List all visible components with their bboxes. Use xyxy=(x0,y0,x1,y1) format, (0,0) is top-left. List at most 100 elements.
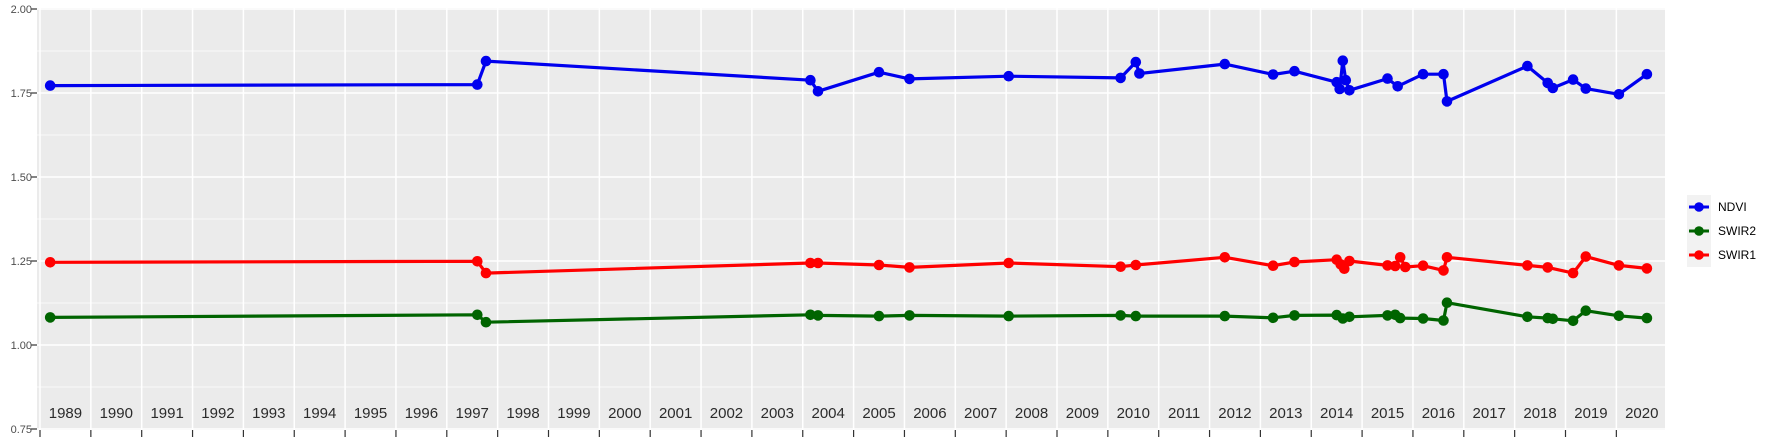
series-swir1-point xyxy=(1438,265,1449,276)
series-swir1-point xyxy=(472,255,483,267)
legend-label-swir2: SWIR2 xyxy=(1718,224,1757,238)
series-swir2-point xyxy=(1344,311,1355,323)
series-swir1-point xyxy=(1289,256,1300,268)
series-ndvi-point xyxy=(1417,68,1429,80)
series-swir2-point xyxy=(1394,312,1406,324)
y-axis-label: 1.25 xyxy=(11,256,32,268)
series-swir2-point xyxy=(805,309,816,321)
series-swir1-point xyxy=(1613,260,1625,271)
legend-label-ndvi: NDVI xyxy=(1718,200,1747,214)
series-swir2-point xyxy=(812,310,824,321)
series-swir1-point xyxy=(1003,257,1014,269)
x-axis-label: 2012 xyxy=(1218,405,1251,422)
x-axis-label: 2014 xyxy=(1320,405,1353,422)
series-swir2-point xyxy=(1267,312,1279,324)
x-axis-label: 2007 xyxy=(964,405,997,422)
y-axis-label: 1.75 xyxy=(11,88,32,100)
series-ndvi-point xyxy=(1134,68,1145,79)
series-swir2-point xyxy=(904,310,915,321)
series-swir1-point xyxy=(1267,260,1279,272)
series-swir2-point xyxy=(1441,297,1453,309)
series-swir2-point xyxy=(1115,310,1126,321)
legend-key-ndvi xyxy=(1687,195,1711,219)
series-swir1-point xyxy=(904,262,915,273)
series-ndvi-point xyxy=(1115,72,1126,84)
series-swir2-point xyxy=(1580,305,1592,317)
series-ndvi-point xyxy=(1289,65,1300,77)
series-swir1-point xyxy=(1130,259,1142,271)
x-axis-label: 1991 xyxy=(150,405,183,422)
series-ndvi-point xyxy=(805,74,816,86)
series-ndvi-point xyxy=(1130,56,1142,68)
series-swir1-point xyxy=(1567,267,1579,279)
series-swir1 xyxy=(44,251,1653,279)
series-ndvi xyxy=(44,55,1653,107)
series-swir2-point xyxy=(1003,310,1014,322)
x-axis-label: 2017 xyxy=(1473,405,1506,422)
x-axis-label: 2011 xyxy=(1168,405,1200,422)
series-swir1-point xyxy=(1441,251,1453,263)
x-axis-labels: 1989 1990 1991 1992 1993 1994 1995 1996 1997 1998… xyxy=(49,405,1659,422)
x-axis-label: 1999 xyxy=(557,405,590,422)
series-swir1-point xyxy=(1542,262,1553,273)
axis-ticks xyxy=(31,8,1617,437)
series-swir1-point xyxy=(480,267,492,279)
series-swir2-point xyxy=(1547,313,1559,325)
series-swir2-point xyxy=(1522,311,1533,323)
series-swir1-point xyxy=(812,257,824,269)
series-swir2-point xyxy=(1382,310,1393,321)
series-swir1-point xyxy=(873,259,885,271)
series-swir2-point xyxy=(44,312,56,323)
series-swir2-point xyxy=(873,310,885,322)
x-axis-label: 2015 xyxy=(1371,405,1404,422)
y-axis-label: 2.00 xyxy=(11,4,32,16)
series-swir1-point xyxy=(1344,255,1355,267)
legend-key-swir1 xyxy=(1687,243,1711,267)
legend-key-glyph-swir1 xyxy=(1689,250,1709,260)
series-swir2-point xyxy=(1567,315,1579,327)
x-axis-label: 1994 xyxy=(303,405,336,422)
x-axis-label: 2002 xyxy=(710,405,743,422)
series-swir2 xyxy=(44,297,1653,328)
series-swir2-point xyxy=(1613,310,1625,322)
x-axis-label: 2020 xyxy=(1625,405,1658,422)
x-axis-label: 2001 xyxy=(659,405,692,422)
series-swir2-point xyxy=(480,316,492,328)
series-ndvi-point xyxy=(1522,60,1533,72)
series-ndvi-point xyxy=(1547,82,1559,94)
x-axis-label: 2019 xyxy=(1574,405,1607,422)
y-axis-labels: 2.00 1.75 1.50 1.25 1.00 0.75 xyxy=(11,4,32,436)
series-ndvi-point xyxy=(1641,68,1653,80)
series-swir2-point xyxy=(1641,312,1653,324)
x-axis-label: 1992 xyxy=(201,405,234,422)
series-swir2-point xyxy=(1130,310,1142,322)
x-axis-label: 2013 xyxy=(1269,405,1302,422)
x-axis-label: 1997 xyxy=(456,405,489,422)
x-axis-label: 2009 xyxy=(1066,405,1099,422)
legend-key-point xyxy=(1694,202,1704,212)
series-ndvi-point xyxy=(1580,83,1592,94)
x-axis-label: 2000 xyxy=(608,405,641,422)
legend-key-glyph-ndvi xyxy=(1689,202,1709,212)
legend-key-glyph-swir2 xyxy=(1689,226,1709,236)
series-swir1-point xyxy=(1580,251,1592,262)
x-axis-label: 1995 xyxy=(354,405,387,422)
series-ndvi-point xyxy=(1337,55,1349,66)
legend-item-swir1: SWIR1 xyxy=(1687,243,1756,267)
x-axis-label: 2005 xyxy=(862,405,895,422)
x-axis-label: 2004 xyxy=(811,405,844,422)
series-ndvi-point xyxy=(480,55,492,67)
series-swir1-point xyxy=(1382,260,1393,271)
series-swir1-point xyxy=(805,257,816,269)
series-ndvi-point xyxy=(1392,81,1403,92)
series-ndvi-point xyxy=(1267,69,1279,80)
series-ndvi-point xyxy=(812,86,824,97)
x-axis-label: 2016 xyxy=(1422,405,1455,422)
series-ndvi-point xyxy=(1441,96,1453,107)
y-axis-label: 1.00 xyxy=(11,340,32,352)
series-ndvi-point xyxy=(44,80,56,91)
legend-key-point xyxy=(1694,250,1704,260)
x-axis-label: 2003 xyxy=(761,405,794,422)
